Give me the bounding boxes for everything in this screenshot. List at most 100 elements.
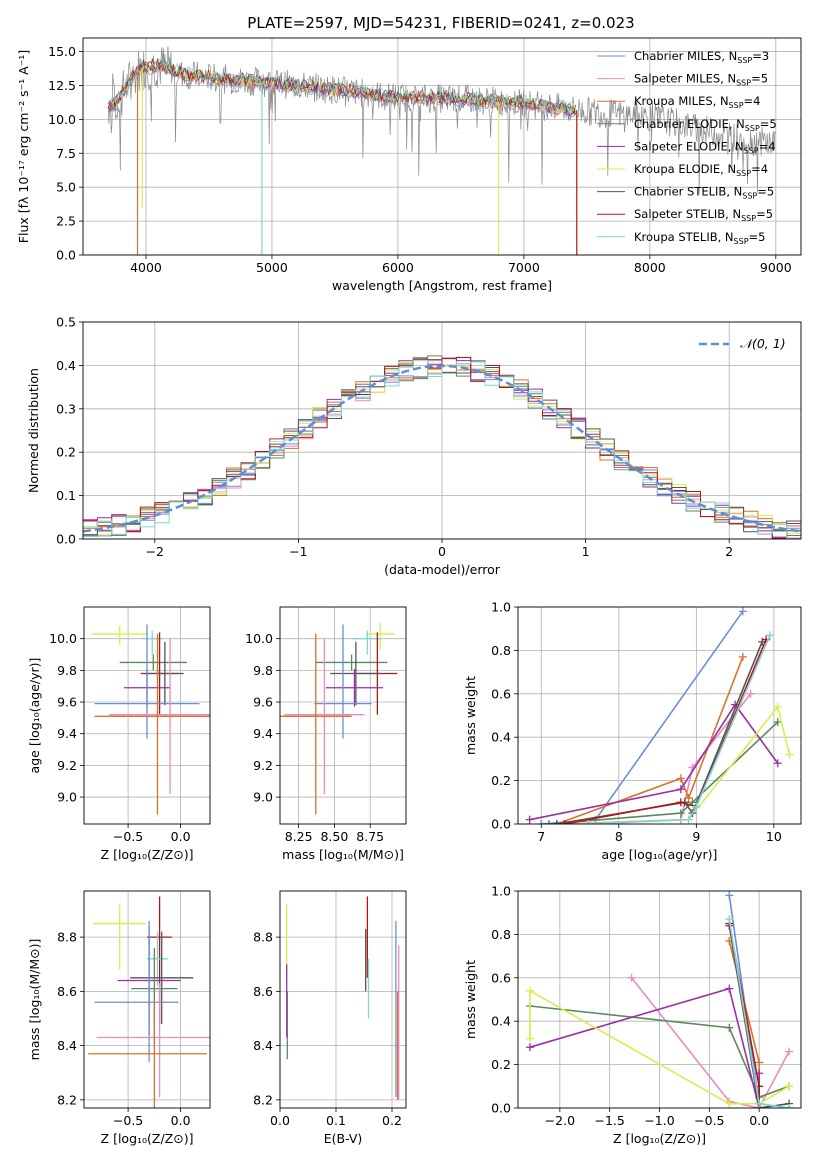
errorbar-kroupa-elodie xyxy=(93,904,146,970)
series-line xyxy=(529,703,779,821)
ticks: −0.5 0.0 9.0 9.2 9.4 9.6 9.8 10.0 xyxy=(49,631,190,844)
x-tick-label: 8.75 xyxy=(356,829,384,844)
x-axis-label: wavelength [Angstrom, rest frame] xyxy=(332,278,552,293)
series-kroupa-stelib xyxy=(583,631,774,824)
plot-area xyxy=(286,896,400,1100)
series-kroupa-stelib xyxy=(725,915,794,1108)
plot-area xyxy=(91,624,210,815)
y-tick-label: 8.4 xyxy=(57,1038,77,1053)
y-tick-label: 0.6 xyxy=(491,686,511,701)
y-axis-label: mass weight xyxy=(463,676,478,755)
plot-area xyxy=(525,891,794,1108)
y-tick-label: 0.0 xyxy=(56,248,76,263)
data-point-marker xyxy=(765,631,774,640)
y-tick-label: 10.0 xyxy=(245,631,273,646)
y-tick-label: 1.0 xyxy=(491,884,511,899)
data-point-marker xyxy=(746,689,755,698)
series-line xyxy=(556,641,763,824)
errorbar-chabrier-miles xyxy=(94,920,179,1062)
y-tick-label: 9.6 xyxy=(253,695,273,710)
y-axis-label: age [log₁₀(age/yr)] xyxy=(27,658,42,774)
plot-area xyxy=(280,622,398,815)
legend-label-chabrier-elodie: Chabrier ELODIE, NSSP=5 xyxy=(634,117,777,133)
plot-area xyxy=(525,607,794,824)
data-point-marker xyxy=(755,1058,764,1067)
data-point-marker xyxy=(773,702,782,711)
x-tick-label: 0 xyxy=(438,544,446,559)
x-tick-label: 8.50 xyxy=(320,829,348,844)
x-axis-label: age [log₁₀(age/yr)] xyxy=(602,847,718,862)
y-tick-label: 0.0 xyxy=(56,532,76,547)
data-point-marker xyxy=(725,891,734,900)
data-point-marker xyxy=(676,774,685,783)
series-line xyxy=(630,977,790,1108)
x-tick-label: −0.5 xyxy=(694,1113,724,1128)
series-salpeter-stelib xyxy=(560,635,771,824)
x-tick-label: 4000 xyxy=(130,260,162,275)
data-point-marker xyxy=(552,820,561,824)
histogram-salpeter-stelib xyxy=(83,356,801,539)
errorbar-kroupa-miles xyxy=(280,633,352,815)
legend-label-normal: 𝒩(0, 1) xyxy=(740,336,786,351)
panel-weight-vs-Z: −2.0 −1.5 −1.0 −0.5 0.0 0.0 0.2 0.4 0.6 0.8 1.0 Z [… xyxy=(463,884,802,1146)
axes-frame xyxy=(83,890,211,1109)
panel-mass-vs-Z: −0.5 0.0 8.2 8.4 8.6 8.8 Z [log₁₀(Z/Z⊙)] mass [… xyxy=(27,890,211,1146)
panel-age-vs-Z: −0.5 0.0 9.0 9.2 9.4 9.6 9.8 10.0 Z [log₁₀(Z/Z⊙)… xyxy=(27,606,211,862)
y-tick-label: 2.5 xyxy=(56,214,76,229)
data-point-marker xyxy=(738,652,747,661)
legend: Chabrier MILES, NSSP=3 Salpeter MILES, NS… xyxy=(597,49,777,246)
y-tick-label: 0.4 xyxy=(56,358,76,373)
ticks: −2.0 −1.5 −1.0 −0.5 0.0 0.0 0.2 0.4 0.6 0.8 1.0 xyxy=(491,884,769,1129)
data-point-marker xyxy=(525,815,534,824)
x-tick-label: −1 xyxy=(289,544,307,559)
plot-area xyxy=(107,46,776,255)
axes-frame xyxy=(82,37,802,256)
y-tick-label: 0.4 xyxy=(491,1014,511,1029)
data-point-marker xyxy=(525,986,534,995)
data-point-marker xyxy=(785,1104,794,1108)
ticks: 4000 5000 6000 7000 8000 9000 0.0 2.5 5.0 7.5 10.0… xyxy=(48,44,792,275)
errorbar-kroupa-elodie xyxy=(365,622,395,650)
data-point-marker xyxy=(525,1034,534,1043)
x-tick-label: −2.0 xyxy=(545,1113,575,1128)
y-tick-label: 0.5 xyxy=(56,315,76,330)
errorbar-chabrier-elodie xyxy=(119,654,187,671)
y-axis-label: Flux [fλ 10⁻¹⁷ erg cm⁻² s⁻¹ A⁻¹] xyxy=(16,50,31,243)
ticks: −0.5 0.0 8.2 8.4 8.6 8.8 xyxy=(57,930,190,1128)
ticks: 0.0 0.1 0.2 8.2 8.4 8.6 8.8 xyxy=(253,930,402,1128)
errorbar-kroupa-miles xyxy=(94,633,210,815)
normal-curve xyxy=(83,364,801,533)
data-point-marker xyxy=(725,1023,734,1032)
errorbar-chabrier-miles xyxy=(314,624,372,739)
legend-label-chabrier-miles: Chabrier MILES, NSSP=3 xyxy=(634,49,769,65)
y-tick-label: 9.6 xyxy=(57,695,77,710)
series-kroupa-miles xyxy=(725,936,764,1108)
y-tick-label: 5.0 xyxy=(56,180,76,195)
axes-frame xyxy=(517,606,802,825)
data-point-marker xyxy=(755,1099,764,1108)
grid xyxy=(280,607,406,824)
x-tick-label: 9000 xyxy=(760,260,792,275)
y-tick-label: 9.8 xyxy=(57,663,77,678)
x-tick-label: 5000 xyxy=(256,260,288,275)
x-tick-label: 9 xyxy=(692,829,700,844)
y-tick-label: 9.4 xyxy=(57,726,77,741)
errorbar-chabrier-miles xyxy=(94,624,200,739)
errorbar-chabrier-elodie xyxy=(315,654,388,671)
panel-mass-vs-ebv: 0.0 0.1 0.2 8.2 8.4 8.6 8.8 E(B-V) xyxy=(253,890,407,1146)
x-tick-label: −1.5 xyxy=(594,1113,624,1128)
y-tick-label: 8.2 xyxy=(57,1092,77,1107)
legend-label-kroupa-stelib: Kroupa STELIB, NSSP=5 xyxy=(634,230,765,246)
legend-label-kroupa-elodie: Kroupa ELODIE, NSSP=4 xyxy=(634,162,768,178)
data-point-marker xyxy=(684,815,693,824)
x-tick-label: 6000 xyxy=(382,260,414,275)
y-tick-label: 1.0 xyxy=(491,600,511,615)
series-line xyxy=(564,693,752,824)
series-salpeter-elodie xyxy=(525,984,764,1108)
data-point-marker xyxy=(725,1099,734,1108)
model-spectrum-kroupa-stelib xyxy=(108,57,576,114)
x-tick-label: −0.5 xyxy=(113,1113,143,1128)
errorbar-kroupa-miles xyxy=(88,999,207,1108)
errorbar-salpeter-miles xyxy=(96,983,210,1098)
y-tick-label: 9.0 xyxy=(57,790,77,805)
